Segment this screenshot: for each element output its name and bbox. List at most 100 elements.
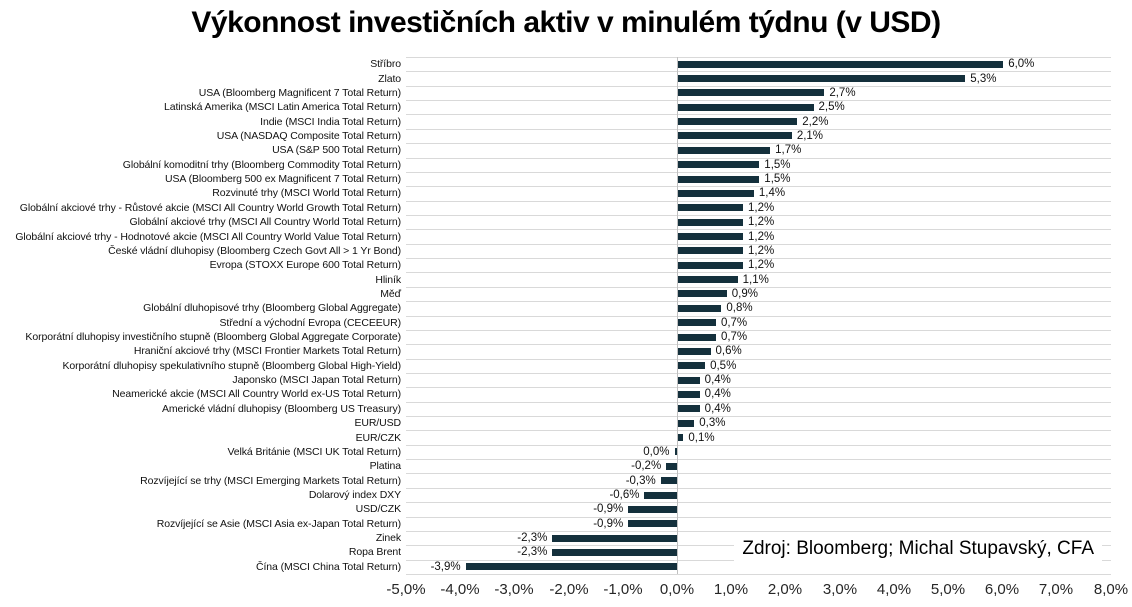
bar (628, 520, 677, 527)
category-label: Latinská Amerika (MSCI Latin America Tot… (164, 101, 401, 113)
x-axis-tick-label: -4,0% (440, 581, 480, 598)
value-label: -0,9% (593, 503, 624, 515)
bar (644, 492, 677, 499)
bar (465, 563, 677, 570)
gridline (406, 129, 1111, 130)
value-label: 1,2% (748, 259, 775, 271)
category-label: Velká Británie (MSCI UK Total Return) (227, 446, 401, 458)
value-label: -0,6% (609, 489, 640, 501)
category-label: Rozvíjející se trhy (MSCI Emerging Marke… (140, 475, 401, 487)
gridline (406, 402, 1111, 403)
bar (660, 477, 677, 484)
category-label: Střední a východní Evropa (CECEEUR) (219, 317, 402, 329)
x-axis-tick-label: 0,0% (659, 581, 695, 598)
value-label: 0,4% (704, 388, 731, 400)
category-label: Měď (380, 288, 401, 300)
category-label: Ropa Brent (348, 546, 401, 558)
x-axis-tick-label: 8,0% (1093, 581, 1129, 598)
category-label: Stříbro (370, 58, 401, 70)
value-label: 1,5% (764, 173, 791, 185)
gridline (406, 387, 1111, 388)
category-label: Korporátní dluhopisy investičního stupně… (25, 331, 401, 343)
value-label: 1,2% (748, 216, 775, 228)
x-axis-tick-label: -5,0% (386, 581, 426, 598)
bar (678, 147, 771, 154)
category-label: Indie (MSCI India Total Return) (260, 116, 401, 128)
gridline (406, 272, 1111, 273)
source-note: Zdroj: Bloomberg; Michal Stupavský, CFA (734, 534, 1102, 564)
category-label: Rozvinuté trhy (MSCI World Total Return) (212, 187, 401, 199)
value-label: 1,2% (748, 231, 775, 243)
value-label: 0,0% (643, 446, 670, 458)
gridline (406, 344, 1111, 345)
bar (678, 176, 760, 183)
bar (678, 204, 744, 211)
x-axis-tick-label: 3,0% (822, 581, 858, 598)
gridline (406, 229, 1111, 230)
x-axis-tick-label: 5,0% (930, 581, 966, 598)
bar (678, 391, 700, 398)
bar (678, 305, 722, 312)
category-label: Evropa (STOXX Europe 600 Total Return) (209, 259, 401, 271)
x-axis-tick-label: 1,0% (713, 581, 749, 598)
value-label: 1,4% (758, 187, 786, 199)
value-label: 1,2% (748, 245, 775, 257)
value-label: 0,6% (715, 345, 742, 357)
bar (628, 506, 677, 513)
gridline (406, 143, 1111, 144)
bar (678, 161, 760, 168)
bar (678, 61, 1004, 68)
bar (678, 319, 716, 326)
bar (678, 247, 744, 254)
category-label: EUR/USD (354, 417, 401, 429)
value-label: 0,3% (699, 417, 726, 429)
bar (678, 276, 738, 283)
category-label: Globální komoditní trhy (Bloomberg Commo… (122, 159, 401, 171)
gridline (406, 416, 1111, 417)
bar (678, 290, 727, 297)
gridline (406, 517, 1111, 518)
bar (552, 549, 677, 556)
category-label: Neamerické akcie (MSCI All Country World… (112, 388, 401, 400)
category-label: Korporátní dluhopisy spekulativního stup… (62, 360, 401, 372)
x-axis-tick-label: -3,0% (494, 581, 534, 598)
x-axis-tick-label: -1,0% (603, 581, 643, 598)
category-label: Globální akciové trhy (MSCI All Country … (129, 216, 402, 228)
gridline (406, 114, 1111, 115)
gridline (406, 473, 1111, 474)
value-label: -0,2% (631, 460, 662, 472)
value-label: 2,1% (796, 130, 824, 142)
category-label: Hliník (375, 274, 401, 286)
value-label: 0,7% (720, 317, 748, 329)
x-axis-tick-label: 7,0% (1038, 581, 1074, 598)
gridline (406, 258, 1111, 259)
value-label: 1,7% (775, 144, 802, 156)
value-label: 0,5% (710, 360, 737, 372)
category-label: EUR/CZK (355, 432, 401, 444)
bar (678, 405, 700, 412)
gridline (406, 373, 1111, 374)
value-label: 6,0% (1008, 58, 1035, 70)
bar (678, 118, 798, 125)
bar (678, 334, 716, 341)
value-label: 0,4% (704, 403, 731, 415)
category-label: České vládní dluhopisy (Bloomberg Czech … (108, 245, 401, 257)
value-label: -2,3% (517, 532, 548, 544)
value-label: 0,8% (726, 302, 753, 314)
value-label: 0,4% (704, 374, 731, 386)
gridline (406, 215, 1111, 216)
category-label: Americké vládní dluhopisy (Bloomberg US … (161, 403, 401, 415)
category-label: Platina (369, 460, 402, 472)
bar (552, 535, 677, 542)
value-label: 2,5% (818, 101, 845, 113)
category-label: Zlato (378, 73, 401, 85)
category-label: Globální akciové trhy - Růstové akcie (M… (19, 202, 401, 214)
bar (678, 233, 744, 240)
category-label: USA (S&P 500 Total Return) (272, 144, 401, 156)
bar (678, 362, 706, 369)
category-label: USA (Bloomberg 500 ex Magnificent 7 Tota… (165, 173, 401, 185)
gridline (406, 172, 1111, 173)
category-label: Dolarový index DXY (308, 489, 401, 501)
bar (678, 132, 792, 139)
